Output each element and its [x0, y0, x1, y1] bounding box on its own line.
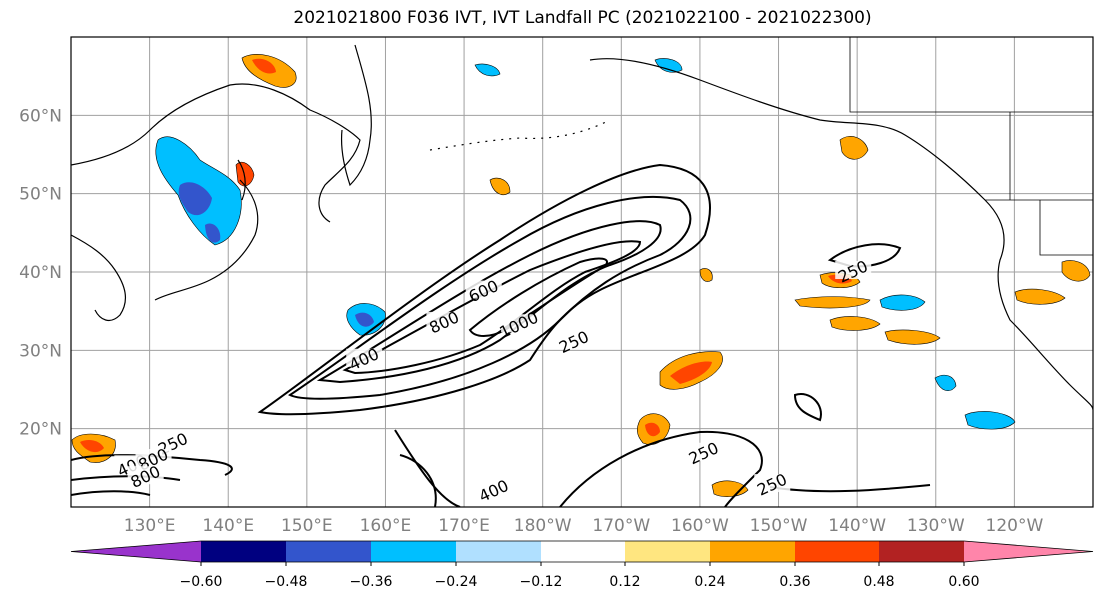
- lon-label-6: 170°W: [592, 516, 650, 536]
- lat-label-4: 60°N: [19, 106, 62, 126]
- border-states: [1039, 200, 1093, 256]
- contour-label-bg-9: [127, 466, 164, 485]
- lon-label-0: 130°E: [124, 516, 176, 536]
- orange-anomaly-ne-4: [884, 329, 941, 345]
- colorbar-seg-9: [879, 541, 964, 562]
- lat-label-1: 30°N: [19, 341, 62, 361]
- blue-anomaly-east: [934, 374, 957, 391]
- lat-label-2: 40°N: [19, 263, 62, 283]
- colorbar-seg-7: [710, 541, 795, 562]
- coast-north-america: [589, 58, 1093, 411]
- contour-label-bg-4: [556, 331, 593, 350]
- colorbar-tick-label-4: −0.12: [520, 574, 563, 590]
- colorbar-seg-0: [71, 541, 201, 562]
- orange-anomaly-california: [1014, 288, 1066, 305]
- orange-anomaly-small: [699, 268, 713, 282]
- colorbar-seg-1: [201, 541, 286, 562]
- colorbar-tick-label-6: 0.24: [694, 574, 725, 590]
- landfall-pc-shading: [71, 54, 1091, 497]
- coast-kamchatka: [340, 44, 372, 187]
- contour-250-south-c: [559, 430, 763, 507]
- lon-label-3: 160°E: [360, 516, 412, 536]
- lon-label-10: 130°W: [907, 516, 965, 536]
- lat-label-0: 20°N: [19, 420, 62, 440]
- orange-anomaly-ne-1: [794, 296, 871, 309]
- lon-label-7: 160°W: [671, 516, 729, 536]
- lon-label-8: 150°W: [750, 516, 808, 536]
- red-anomaly-siberia: [252, 58, 276, 74]
- colorbar-tick-label-3: −0.24: [435, 574, 478, 590]
- contour-label-bg-11: [754, 474, 791, 493]
- lat-label-3: 50°N: [19, 185, 62, 205]
- contour-label-bg-8: [135, 449, 172, 467]
- contour-label-bg-2: [426, 311, 463, 330]
- colorbar-tick-labels: −0.60 −0.48 −0.36 −0.24 −0.12 0.12 0.24 0.36 0.4…: [180, 562, 980, 590]
- colorbar-seg-5: [541, 541, 625, 562]
- colorbar-tick-label-9: 0.60: [948, 574, 979, 590]
- longitude-labels: 130°E 140°E 150°E 160°E 170°E 180°W 170°W 160°W…: [124, 516, 1044, 536]
- contour-label-bg-6: [155, 433, 192, 452]
- border-alaska-canada: [849, 37, 1093, 113]
- ivt-contours: [71, 163, 931, 507]
- lon-label-9: 140°W: [828, 516, 886, 536]
- blue-anomaly-okhotsk-core2: [205, 223, 221, 243]
- lon-label-4: 170°E: [438, 516, 490, 536]
- colorbar-seg-6: [625, 541, 710, 562]
- colorbar-tick-label-7: 0.36: [779, 574, 810, 590]
- coast-sakhalin: [237, 159, 246, 201]
- contour-label-bg-10: [685, 442, 722, 461]
- coastlines: [71, 37, 1093, 411]
- map-title: 2021021800 F036 IVT, IVT Landfall PC (20…: [293, 8, 872, 28]
- colorbar-seg-2: [286, 541, 371, 562]
- lon-label-5: 180°W: [514, 516, 572, 536]
- blue-anomaly-se: [964, 411, 1016, 430]
- colorbar-tick-label-0: −0.60: [180, 574, 223, 590]
- colorbar: [70, 540, 1094, 563]
- contour-400: [288, 195, 692, 400]
- red-anomaly-sw: [80, 440, 104, 453]
- colorbar-seg-3: [371, 541, 456, 562]
- latitude-labels: 20°N 30°N 40°N 50°N 60°N: [19, 106, 62, 439]
- coast-korea: [71, 234, 127, 322]
- blue-anomaly-bering: [474, 63, 501, 77]
- map-frame: [70, 36, 1094, 508]
- colorbar-tick-label-1: −0.48: [265, 574, 308, 590]
- coast-siberia: [71, 83, 361, 223]
- red-anomaly-central: [670, 361, 712, 384]
- lon-label-2: 150°E: [281, 516, 333, 536]
- colorbar-tick-label-8: 0.48: [863, 574, 894, 590]
- coast-japan: [154, 179, 259, 301]
- orange-anomaly-ne-3: [829, 316, 881, 331]
- contour-label-bg-12: [475, 480, 512, 499]
- contour-250-east-small: [793, 393, 822, 422]
- blue-anomaly-midpacific-core: [355, 312, 374, 327]
- contour-250-sw: [71, 454, 233, 476]
- colorbar-seg-8: [795, 541, 879, 562]
- orange-anomaly-nevada: [1061, 260, 1091, 282]
- contour-label-bg-5: [346, 348, 383, 367]
- contour-250-south-a: [394, 429, 461, 507]
- orange-anomaly-small-2: [489, 177, 511, 195]
- blue-anomaly-ne: [879, 294, 926, 311]
- blue-anomaly-alaska-n: [654, 58, 683, 73]
- lon-label-11: 120°W: [986, 516, 1044, 536]
- contour-label-bg-0: [835, 261, 872, 279]
- red-anomaly-south: [645, 422, 660, 437]
- colorbar-seg-4: [456, 541, 541, 562]
- contour-600: [316, 220, 662, 384]
- contour-label-bg-3: [501, 314, 538, 333]
- contour-800-sw: [71, 490, 151, 496]
- contour-1000: [468, 257, 608, 337]
- colorbar-tick-label-5: 0.12: [609, 574, 640, 590]
- blue-anomaly-okhotsk-core: [178, 182, 212, 216]
- orange-anomaly-alaska: [839, 136, 869, 160]
- colorbar-seg-10: [964, 541, 1093, 562]
- contour-250-south-b: [399, 454, 437, 507]
- colorbar-tick-label-2: −0.36: [350, 574, 393, 590]
- contour-label-bg-1: [465, 280, 502, 299]
- lon-label-1: 140°E: [202, 516, 254, 536]
- contour-250: [257, 163, 711, 416]
